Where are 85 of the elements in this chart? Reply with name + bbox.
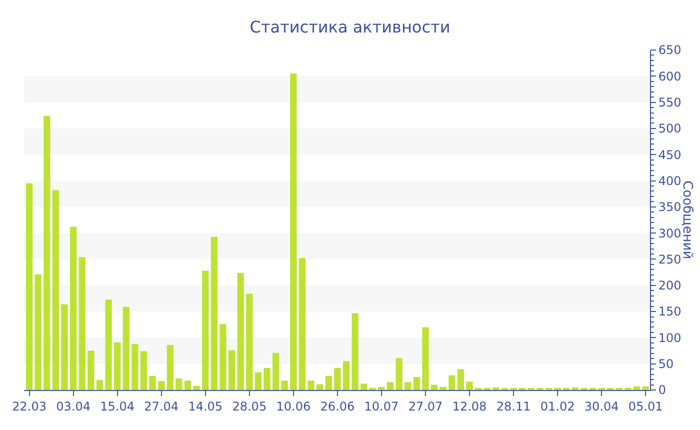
x-tick-label: 28.11	[496, 399, 531, 414]
bar	[308, 380, 314, 390]
bar	[237, 272, 244, 390]
x-tick-label: 05.01	[628, 399, 663, 414]
x-tick-label: 14.05	[188, 399, 223, 414]
bar	[158, 381, 165, 390]
bar	[272, 352, 280, 390]
bar	[176, 378, 182, 390]
x-tick-label: 27.04	[144, 399, 179, 414]
y-tick-label: 450	[658, 148, 682, 162]
bar	[26, 183, 33, 390]
bar	[132, 344, 138, 390]
bar	[422, 327, 429, 390]
bar	[78, 257, 86, 390]
bar	[254, 372, 262, 390]
bar	[360, 384, 368, 390]
bar	[290, 74, 297, 390]
y-tick-label: 350	[658, 200, 682, 214]
bar	[264, 368, 270, 390]
bar	[140, 351, 148, 390]
bar	[448, 375, 456, 390]
bar	[378, 386, 385, 390]
bar	[386, 382, 394, 390]
x-tick-label: 27.07	[408, 399, 443, 414]
y-tick-label: 650	[658, 43, 682, 58]
x-tick-label: 01.02	[540, 399, 575, 414]
y-tick-label: 0	[658, 383, 666, 398]
bar	[246, 294, 253, 390]
bar	[492, 387, 500, 390]
y-tick-label: 500	[658, 122, 682, 136]
bar	[210, 236, 218, 390]
bar	[149, 376, 156, 390]
x-tick-label: 30.04	[584, 399, 619, 414]
y-tick-label: 250	[658, 252, 682, 266]
bar	[396, 358, 402, 390]
x-tick-label: 15.04	[100, 399, 135, 414]
bar	[202, 270, 209, 390]
chart-title: Статистика активности	[250, 18, 450, 37]
x-tick-label: 10.06	[276, 399, 311, 414]
bar	[44, 116, 50, 390]
bar	[70, 226, 77, 390]
bar	[61, 304, 68, 390]
bar	[572, 387, 578, 390]
bar	[642, 386, 649, 390]
bar	[193, 386, 200, 390]
bar	[633, 386, 640, 390]
bar	[228, 350, 236, 390]
y-tick-label: 50	[658, 357, 674, 372]
bar	[466, 382, 473, 390]
y-tick-label: 400	[658, 174, 682, 188]
y-tick-label: 600	[658, 69, 682, 84]
bar	[404, 382, 412, 390]
bar	[298, 258, 306, 390]
bar	[352, 313, 358, 390]
y-tick-label: 550	[658, 96, 682, 110]
x-tick-label: 03.04	[56, 399, 90, 414]
y-tick-label: 300	[658, 226, 682, 240]
x-tick-label: 10.07	[364, 399, 399, 414]
y-tick-label: 150	[658, 304, 682, 319]
bar	[281, 380, 288, 390]
bar	[220, 324, 226, 390]
bar	[316, 384, 324, 390]
bar	[122, 306, 130, 390]
y-tick-label: 200	[658, 278, 682, 293]
x-tick-label: 28.05	[232, 399, 267, 414]
x-tick-label: 26.06	[320, 399, 355, 414]
bar	[166, 345, 174, 390]
bar	[430, 384, 438, 390]
x-tick-label: 22.03	[12, 399, 46, 414]
y-axis-title: Сообщений	[679, 180, 694, 260]
bar	[325, 376, 332, 390]
bar	[334, 368, 341, 390]
bar	[440, 386, 446, 390]
x-tick-label: 12.08	[452, 399, 487, 414]
bar	[52, 190, 59, 390]
y-tick-label: 100	[658, 330, 682, 345]
bar	[96, 380, 104, 390]
bar	[184, 380, 192, 390]
bar	[105, 300, 112, 390]
bar	[413, 376, 420, 390]
bar	[34, 274, 42, 390]
bar	[342, 361, 350, 390]
bar	[114, 342, 121, 390]
bar	[457, 369, 464, 390]
bar	[88, 350, 94, 390]
